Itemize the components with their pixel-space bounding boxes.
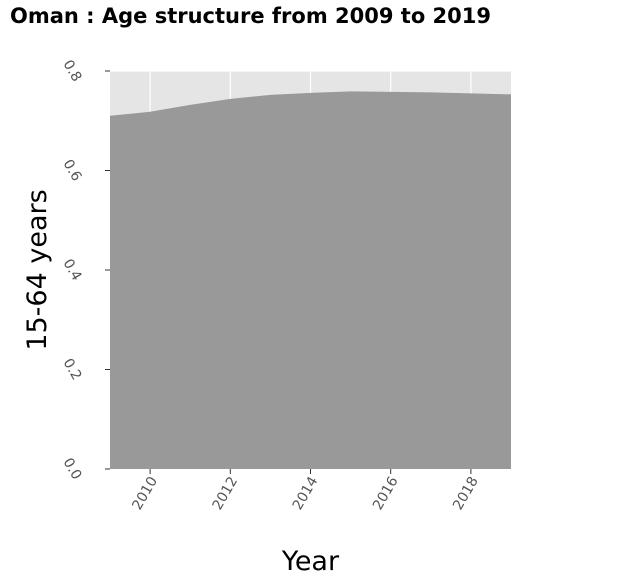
y-tick-label: 0.4 [60, 256, 85, 283]
y-tick-label: 0.8 [60, 57, 85, 84]
area-series [110, 91, 511, 470]
x-axis-ticks: 2010 2012 2014 2016 2018 [129, 469, 482, 513]
x-tick-label: 2016 [370, 474, 402, 513]
y-tick-label: 0.2 [60, 356, 85, 383]
y-axis-ticks: 0.0 0.2 0.4 0.6 0.8 [60, 57, 110, 483]
y-axis-title: 15-64 years [22, 189, 53, 350]
x-axis-title: Year [281, 546, 340, 577]
x-tick-label: 2018 [450, 474, 482, 513]
x-tick-label: 2014 [290, 474, 322, 513]
y-tick-label: 0.0 [60, 455, 85, 482]
x-tick-label: 2010 [129, 474, 161, 513]
y-tick-label: 0.6 [60, 157, 85, 184]
chart-title: Oman : Age structure from 2009 to 2019 [10, 4, 492, 28]
x-tick-label: 2012 [210, 474, 242, 513]
